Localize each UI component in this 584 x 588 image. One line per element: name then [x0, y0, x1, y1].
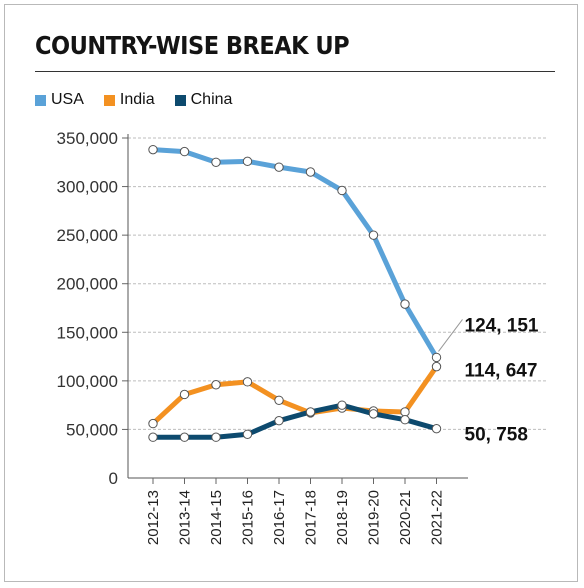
x-tick-label-2012-13: 2012-13 — [145, 490, 162, 545]
y-tick-label-100000: 100,000 — [57, 372, 118, 391]
y-tick-label-350000: 350,000 — [57, 129, 118, 148]
x-tick-label-2014-15: 2014-15 — [208, 490, 225, 545]
legend: USA India China — [35, 91, 232, 109]
legend-item-china: China — [174, 91, 233, 109]
x-tick-label-2018-19: 2018-19 — [334, 490, 351, 545]
data-point-india-2021-22 — [431, 361, 442, 372]
data-point-usa-2013-14 — [179, 146, 190, 157]
legend-swatch-china — [174, 94, 186, 106]
data-point-india-2013-14 — [179, 389, 190, 400]
data-point-china-2018-19 — [337, 400, 347, 410]
data-point-india-2015-16 — [242, 377, 253, 387]
title-divider — [35, 71, 555, 72]
y-tick-label-250000: 250,000 — [57, 226, 118, 245]
annotation-leader-usa — [438, 319, 463, 352]
data-point-usa-2018-19 — [337, 185, 347, 196]
x-tick-label-2021-22: 2021-22 — [429, 490, 446, 545]
data-point-china-2019-20 — [368, 409, 379, 419]
legend-label-india: India — [119, 91, 155, 108]
data-point-usa-2015-16 — [242, 156, 253, 167]
data-point-usa-2016-17 — [274, 162, 284, 172]
y-tick-label-150000: 150,000 — [57, 323, 118, 342]
legend-label-china: China — [190, 91, 233, 108]
data-point-usa-2020-21 — [400, 299, 410, 309]
x-tick-label-2013-14: 2013-14 — [177, 490, 194, 545]
y-tick-label-300000: 300,000 — [57, 178, 118, 197]
data-point-usa-2021-22 — [431, 352, 442, 363]
chart-card: COUNTRY-WISE BREAK UP USA India China — [4, 4, 578, 582]
y-tick-label-50000: 50,000 — [66, 420, 118, 439]
x-tick-label-2015-16: 2015-16 — [240, 490, 257, 545]
data-point-china-2016-17 — [274, 415, 284, 426]
data-point-usa-2019-20 — [368, 230, 379, 240]
data-point-india-2012-13 — [148, 418, 158, 429]
data-point-china-2015-16 — [242, 429, 253, 439]
data-point-china-2021-22 — [431, 423, 442, 434]
x-tick-label-2017-18: 2017-18 — [303, 490, 320, 545]
data-point-usa-2012-13 — [148, 144, 158, 155]
x-tick-label-2016-17: 2016-17 — [271, 490, 288, 545]
legend-swatch-india — [103, 94, 115, 106]
series-line-usa — [150, 147, 439, 360]
data-point-usa-2017-18 — [305, 167, 316, 177]
chart-title: COUNTRY-WISE BREAK UP — [35, 31, 350, 60]
legend-item-india: India — [103, 91, 155, 109]
annotation-china: 50, 758 — [465, 425, 528, 446]
data-point-china-2014-15 — [211, 432, 221, 442]
y-tick-label-200000: 200,000 — [57, 275, 118, 294]
y-tick-label-0: 0 — [109, 469, 118, 488]
x-tick-label-2019-20: 2019-20 — [366, 490, 383, 545]
data-point-usa-2014-15 — [211, 157, 221, 167]
series-line-china — [150, 402, 439, 440]
legend-item-usa: USA — [35, 91, 84, 109]
x-tick-label-2020-21: 2020-21 — [397, 490, 414, 545]
series-line-india — [150, 364, 439, 427]
legend-swatch-usa — [35, 94, 46, 106]
data-point-china-2012-13 — [148, 432, 158, 442]
annotation-usa: 124, 151 — [465, 315, 539, 336]
data-point-india-2020-21 — [400, 407, 410, 417]
data-point-china-2020-21 — [400, 415, 410, 425]
data-point-india-2016-17 — [274, 395, 284, 405]
annotation-india: 114, 647 — [465, 361, 538, 382]
data-point-china-2017-18 — [305, 407, 316, 417]
legend-label-usa: USA — [51, 91, 84, 108]
data-point-india-2014-15 — [211, 380, 221, 390]
data-point-china-2013-14 — [179, 432, 190, 442]
